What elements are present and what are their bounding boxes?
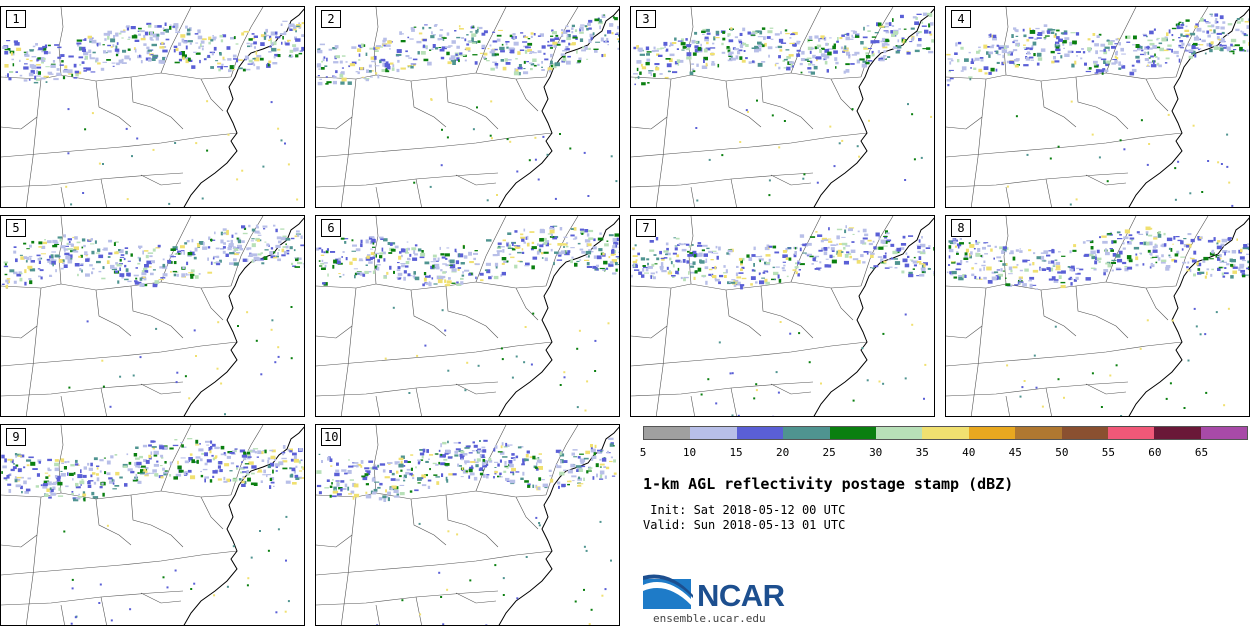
member-number-label: 8 [951,219,971,237]
colorbar-segment [1154,427,1201,439]
colorbar-tick-label: 45 [1008,446,1022,459]
colorbar-segment [1107,427,1155,439]
colorbar-tick-label: 55 [1101,446,1115,459]
reflectivity-map [1,425,304,625]
colorbar-tick-label: 50 [1055,446,1069,459]
member-number-label: 4 [951,10,971,28]
colorbar-segment [1015,427,1062,439]
colorbar-segment [736,427,784,439]
ensemble-member-panel: 3 [630,6,935,208]
member-number-label: 2 [321,10,341,28]
member-number-label: 6 [321,219,341,237]
figure-title: 1-km AGL reflectivity postage stamp (dBZ… [643,475,1014,493]
reflectivity-map [946,216,1249,416]
ensemble-member-panel: 7 [630,215,935,417]
reflectivity-map [631,216,934,416]
reflectivity-map [1,7,304,207]
ensemble-member-panel: 4 [945,6,1250,208]
ncar-logo-text: NCAR [697,578,785,613]
colorbar-segment [829,427,876,439]
colorbar-tick-label: 15 [729,446,743,459]
reflectivity-map [316,425,619,625]
website-label: ensemble.ucar.edu [653,612,766,625]
colorbar-segment [690,427,737,439]
colorbar-segment [968,427,1016,439]
valid-time: Valid: Sun 2018-05-13 01 UTC [643,518,846,532]
reflectivity-map [316,216,619,416]
ensemble-member-panel: 10 [315,424,620,626]
reflectivity-map [316,7,619,207]
reflectivity-map [631,7,934,207]
colorbar-tick-label: 35 [915,446,929,459]
init-time: Init: Sat 2018-05-12 00 UTC [643,503,846,517]
colorbar-segment [644,427,691,439]
colorbar-tick-label: 40 [962,446,976,459]
ensemble-member-panel: 2 [315,6,620,208]
colorbar-tick-label: 10 [682,446,697,459]
ensemble-member-panel: 9 [0,424,305,626]
reflectivity-map [946,7,1249,207]
colorbar-tick-label: 60 [1148,446,1162,459]
reflectivity-colorbar [643,426,1248,440]
member-number-label: 9 [6,428,26,446]
member-number-label: 5 [6,219,26,237]
member-number-label: 10 [321,428,342,446]
colorbar-segment [1061,427,1108,439]
colorbar-tick-label: 20 [775,446,790,459]
ensemble-member-panel: 6 [315,215,620,417]
colorbar-segment [783,427,830,439]
member-number-label: 3 [636,10,656,28]
ensemble-member-panel: 8 [945,215,1250,417]
ncar-logo-icon [643,574,693,609]
colorbar-tick-label: 25 [822,446,836,459]
member-number-label: 7 [636,219,656,237]
colorbar-segment [922,427,969,439]
ensemble-member-panel: 5 [0,215,305,417]
colorbar-tick-label: 65 [1194,446,1209,459]
colorbar-segment [875,427,923,439]
colorbar-tick-label: 30 [869,446,883,459]
ensemble-member-panel: 1 [0,6,305,208]
colorbar-segment [1200,427,1248,439]
colorbar-ticks: 5 10 15 20 25 30 35 40 45 50 55 60 65 [639,446,1248,460]
member-number-label: 1 [6,10,26,28]
colorbar-tick-label: 5 [639,446,647,459]
reflectivity-map [1,216,304,416]
